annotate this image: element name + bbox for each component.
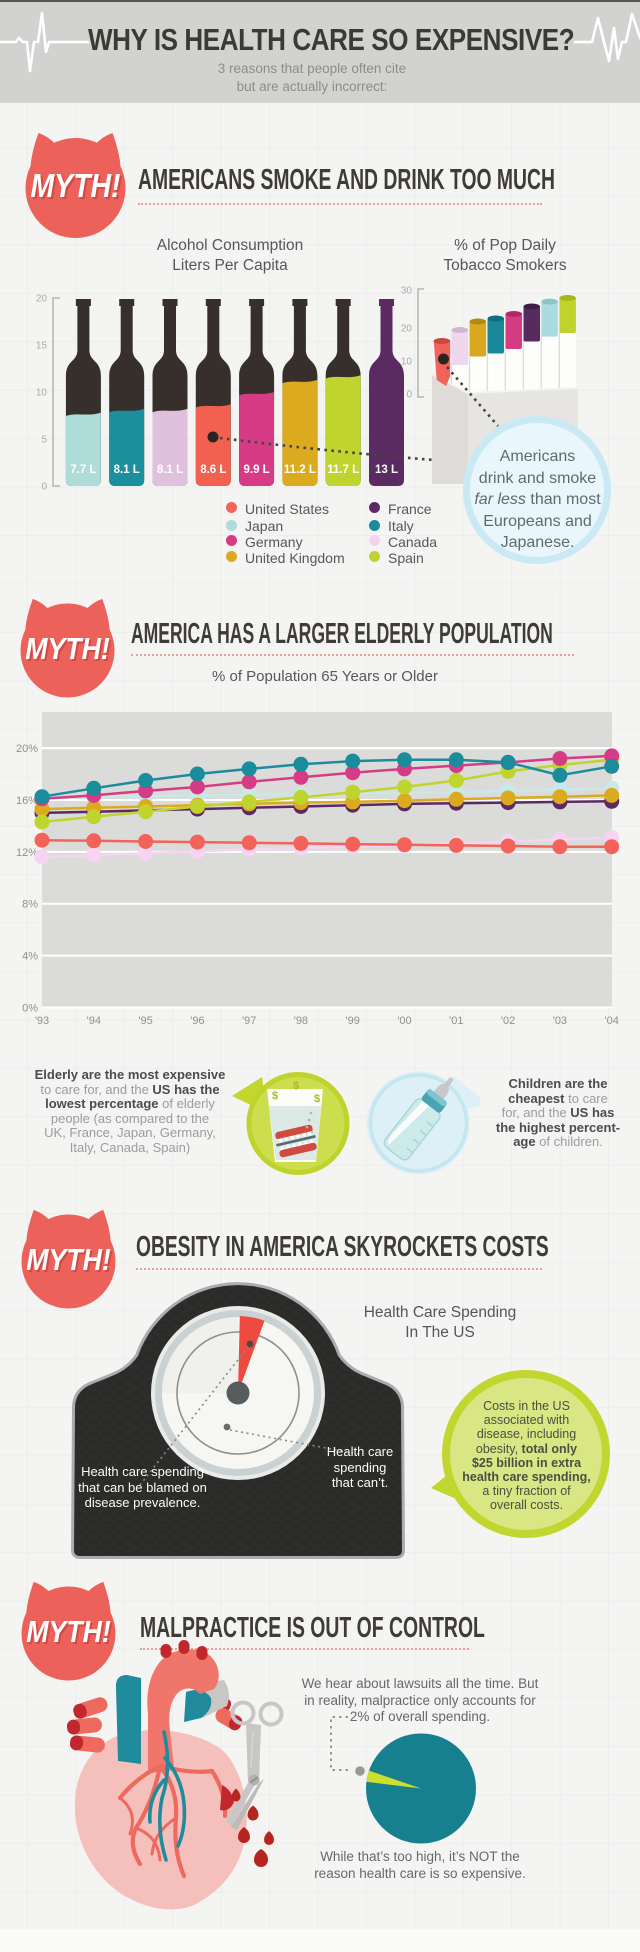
svg-text:MYTH!: MYTH! — [28, 1244, 113, 1279]
svg-text:0: 0 — [406, 390, 412, 401]
svg-text:20: 20 — [401, 324, 413, 335]
svg-text:10: 10 — [36, 388, 48, 399]
svg-text:10: 10 — [401, 357, 413, 368]
svg-text:$: $ — [272, 1090, 278, 1102]
svg-text:'96: '96 — [190, 1015, 204, 1027]
svg-text:'93: '93 — [35, 1015, 49, 1027]
svg-text:8.6 L: 8.6 L — [200, 464, 226, 476]
svg-text:8.1 L: 8.1 L — [114, 464, 140, 476]
svg-text:'98: '98 — [294, 1015, 308, 1027]
svg-text:20%: 20% — [16, 743, 38, 755]
svg-text:MYTH!: MYTH! — [28, 1616, 113, 1651]
svg-text:8%: 8% — [22, 899, 38, 911]
svg-text:MYTH!: MYTH! — [33, 169, 123, 206]
svg-text:'01: '01 — [449, 1015, 463, 1027]
svg-text:16%: 16% — [16, 795, 38, 807]
svg-text:7.7 L: 7.7 L — [70, 464, 96, 476]
svg-text:'97: '97 — [242, 1015, 256, 1027]
svg-text:MYTH!: MYTH! — [27, 633, 112, 668]
svg-text:4%: 4% — [22, 951, 38, 963]
svg-text:20: 20 — [36, 294, 48, 305]
svg-text:0: 0 — [41, 482, 47, 493]
svg-text:'00: '00 — [397, 1015, 411, 1027]
svg-text:8.1 L: 8.1 L — [157, 464, 183, 476]
svg-text:11.2 L: 11.2 L — [284, 464, 316, 476]
svg-text:MYTH!: MYTH! — [26, 1242, 111, 1277]
svg-text:12%: 12% — [16, 847, 38, 859]
svg-text:'95: '95 — [138, 1015, 152, 1027]
svg-text:5: 5 — [41, 435, 47, 446]
svg-text:'94: '94 — [87, 1015, 101, 1027]
svg-text:MYTH!: MYTH! — [26, 1614, 111, 1649]
svg-text:MYTH!: MYTH! — [25, 631, 110, 666]
svg-text:'04: '04 — [605, 1015, 619, 1027]
svg-text:$: $ — [293, 1080, 299, 1092]
svg-text:9.9 L: 9.9 L — [243, 464, 269, 476]
svg-text:'02: '02 — [501, 1015, 515, 1027]
svg-text:0%: 0% — [22, 1003, 38, 1015]
svg-text:$: $ — [314, 1093, 320, 1105]
svg-text:30: 30 — [401, 286, 413, 297]
svg-text:13 L: 13 L — [375, 464, 398, 476]
svg-text:'99: '99 — [346, 1015, 360, 1027]
svg-text:'03: '03 — [553, 1015, 567, 1027]
svg-text:11.7 L: 11.7 L — [327, 464, 359, 476]
svg-text:MYTH!: MYTH! — [31, 167, 121, 204]
svg-text:15: 15 — [36, 341, 48, 352]
